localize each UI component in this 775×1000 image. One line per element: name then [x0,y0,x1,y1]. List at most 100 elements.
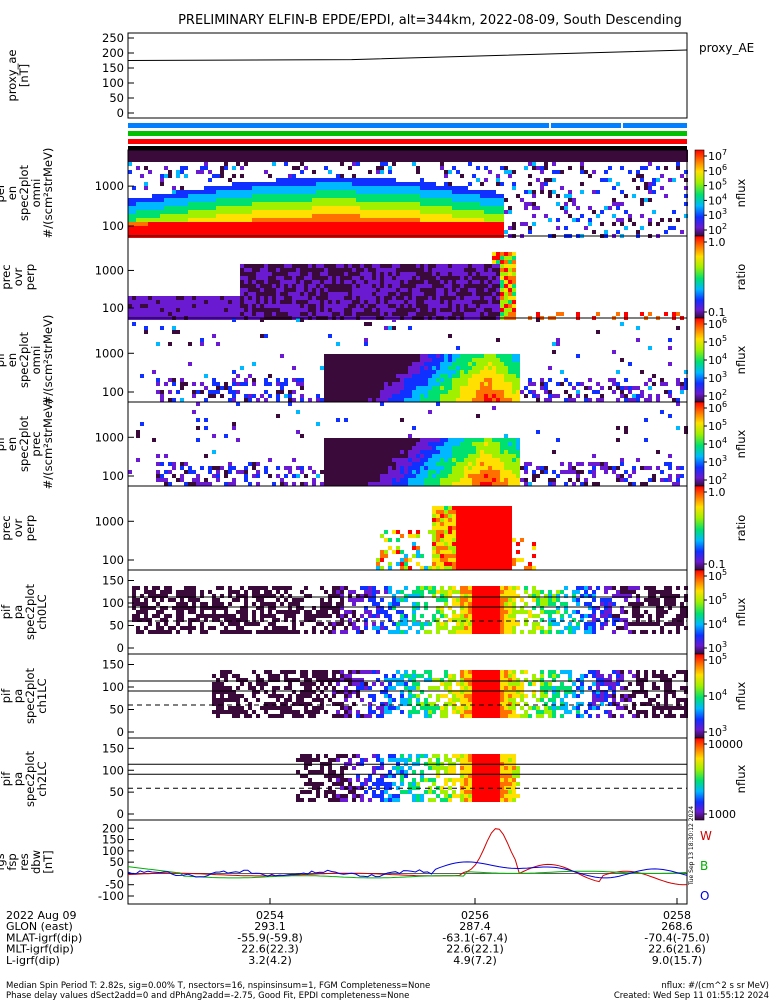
ytick-label-elb_pif_pa_spec2plot_ch2LC-2: 100 [102,763,124,777]
ylabel-line-prec_ovr_perp_2-1: ovr [11,518,25,537]
ylabel-line-elb_pif_en_spec2plot_prec-3: spec2plot [17,415,31,472]
heatmap-prec_ovr_perp_1 [128,252,684,320]
series-O [127,861,688,879]
xaxis-row-value-4-2: 9.0(15.7) [652,954,703,967]
footer-right1: nflux: #/(cm^2 s sr MeV) [661,981,769,991]
ytick-label-elb_pif_en_spec2plot_prec-1: 1000 [95,430,124,444]
xaxis-row-value-4-1: 4.9(7.2) [453,954,497,967]
xaxis-row-value-3-1: 22.6(22.1) [446,943,504,956]
xaxis-row-value-4-0: 3.2(4.2) [248,954,292,967]
colorbar-tick-label-elb_pif_en_spec2plot_prec-0: 102 [708,472,727,487]
colorbar-exp-elb_pif_pa_spec2plot_ch1LC-2: 5 [722,652,727,661]
xaxis-row-label-3: MLT-igrf(dip) [6,943,74,956]
colorbar-exp-elb_pif_pa_spec2plot_ch0LC-1: 4 [722,616,727,625]
colorbar-tick-label-elb_pif_en_spec2plot_omni-1: 103 [708,370,727,385]
footer-line1: Median Spin Period T: 2.82s, sig=0.00% T… [6,981,430,991]
ylabel-elb_pif_pa_spec2plot_ch0LC: elbpifpaspec2plotch0LC [0,583,49,640]
colorbar-label-prec_ovr_perp_1: ratio [734,264,748,291]
ytick-label-proxy_ae-1: 50 [109,91,124,105]
ytick-label-elb_pif_en_spec2plot_omni-1: 1000 [95,346,124,360]
footer-right2: Created: Wed Sep 11 01:55:12 2024 [614,991,769,1000]
ylabel-line-elb_pif_pa_spec2plot_ch0LC-2: pa [11,605,25,619]
legend-W: W [700,829,712,843]
colorbar-tick-label-prec_ovr_perp_2-0: 0.1 [708,558,726,571]
colorbar-tick-label-elb_per_en_spec2plot_omni-3: 105 [708,178,727,193]
colorbar-exp-elb_pif_en_spec2plot_prec-3: 5 [722,418,727,427]
ylabel-line-elb_pif_en_spec2plot_prec-2: en [5,437,19,451]
colorbar-label-elb_per_en_spec2plot_omni: nflux [734,178,748,207]
ylabel-line-elb_pif_pa_spec2plot_ch1LC-0: elb [0,687,1,705]
colorbar-label-prec_ovr_perp_2: ratio [734,515,748,542]
ylabel-line-elb_fgs_fsp_res_dbw-3: res [17,853,31,871]
heatmap-elb_per_en_spec2plot_omni [128,150,688,238]
colorbar-label-elb_pif_pa_spec2plot_ch0LC: nflux [734,597,748,626]
ylabel-line-elb_per_en_spec2plot_omni-2: en [5,186,19,200]
colorbars: 102103104105106107nflux0.11.0ratio102103… [694,148,748,821]
xaxis-row-value-0-0: 0254 [256,909,284,922]
ytick-label-elb_pif_pa_spec2plot_ch2LC-1: 50 [109,785,124,799]
ytick-label-elb_fgs_fsp_res_dbw-6: 200 [102,821,124,835]
colorbar-exp-elb_pif_en_spec2plot_prec-1: 3 [722,454,727,463]
ylabel-line-elb_pif_pa_spec2plot_ch2LC-0: elb [0,770,1,788]
xaxis-row-value-2-2: -70.4(-75.0) [644,931,710,944]
ylabel-line-elb_fgs_fsp_res_dbw-1: fgs [0,853,7,870]
colorbar-rect-elb_pif_en_spec2plot_omni [694,317,705,403]
heatmap-prec_ovr_perp_2 [376,506,536,570]
ylabel-line-elb_per_en_spec2plot_omni-4: omni [29,179,43,208]
colorbar-tick-label-prec_ovr_perp_1-1: 1.0 [708,236,726,249]
ytick-label-proxy_ae-2: 100 [102,76,124,90]
ylabel-line-elb_per_en_spec2plot_omni-3: spec2plot [17,164,31,221]
colorbar-exp-elb_pif_en_spec2plot_omni-1: 3 [722,370,727,379]
x-axis-table: 2022 Aug 09 0254 0256 0258 GLON (east) 293.1 2… [6,898,710,967]
colorbar-prec_ovr_perp_2: 0.1 1.0 ratio [694,485,748,571]
colorbar-tick-label-elb_per_en_spec2plot_omni-5: 107 [708,148,727,163]
xaxis-row-label-4: L-igrf(dip) [6,954,60,967]
colorbar-tick-label-elb_per_en_spec2plot_omni-4: 106 [708,163,727,178]
colorbar-rect-elb_pif_pa_spec2plot_ch1LC [694,653,705,739]
legend-B: B [700,859,708,873]
ytick-label-proxy_ae-5: 250 [102,31,124,45]
colorbar-exp-elb_pif_en_spec2plot_omni-0: 2 [722,388,727,397]
xaxis-row-value-1-2: 268.6 [661,920,693,933]
ytick-label-elb_pif_pa_spec2plot_ch0LC-0: 0 [117,641,124,655]
colorbar-exp-elb_pif_en_spec2plot_prec-0: 2 [722,472,727,481]
panel-elb_pif_en_spec2plot_prec: 100 1000 elbpifenspec2plotprec#/(scm²strMe… [0,399,688,490]
status-bar-black [128,146,687,150]
colorbar-tick-label-elb_pif_en_spec2plot_prec-3: 105 [708,418,727,433]
colorbar-tick-label-elb_per_en_spec2plot_omni-2: 104 [708,192,727,207]
colorbar-exp-elb_per_en_spec2plot_omni-2: 4 [722,192,727,201]
ylabel-line-elb_pif_pa_spec2plot_ch1LC-3: spec2plot [23,667,37,724]
xaxis-row-value-3-2: 22.6(21.6) [648,943,706,956]
colorbar-elb_pif_pa_spec2plot_ch1LC: 103 104 105 nflux [694,652,748,739]
ylabel-line-elb_pif_en_spec2plot_omni-2: en [5,353,19,367]
ylabel-line-elb_pif_en_spec2plot_prec-1: pif [0,436,7,451]
ylabel-line-prec_ovr_perp_1-0: prec [0,264,13,289]
ylabel-line-elb_pif_en_spec2plot_omni-3: spec2plot [17,331,31,388]
series-W [127,828,688,886]
ytick-label-elb_pif_pa_spec2plot_ch0LC-1: 50 [109,619,124,633]
status-bar-1 [128,131,687,136]
colorbar-exp-elb_per_en_spec2plot_omni-4: 6 [722,163,727,172]
ylabel-elb_pif_en_spec2plot_prec: elbpifenspec2plotprec#/(scm²strMeV) [0,399,55,490]
xaxis-row-value-2-1: -63.1(-67.4) [442,931,508,944]
series-B [127,866,688,879]
colorbar-tick-label-elb_pif_pa_spec2plot_ch0LC-1: 104 [708,616,727,631]
colorbar-rect-prec_ovr_perp_1 [694,235,705,319]
ytick-label-elb_pif_pa_spec2plot_ch0LC-2: 100 [102,596,124,610]
colorbar-elb_pif_en_spec2plot_prec: 102 103 104 105 106 nflux [694,400,748,487]
colorbar-exp-elb_pif_pa_spec2plot_ch0LC-3: 5 [722,568,727,577]
panels: 050100150200250proxy_ae[nT]proxy_AE10010… [0,31,754,905]
figure-title: PRELIMINARY ELFIN-B EPDE/EPDI, alt=344km… [178,13,682,28]
ytick-label-elb_fgs_fsp_res_dbw-1: -50 [105,878,124,892]
colorbar-exp-elb_per_en_spec2plot_omni-3: 5 [722,178,727,187]
ylabel-line-prec_ovr_perp_2-2: perp [23,515,37,541]
side-timestamp: Tue Sep 13 18:30:12 2024 [688,806,695,886]
ylabel-line-elb_pif_en_spec2plot_prec-5: #/(scm²strMeV) [41,399,55,490]
ytick-label-elb_fgs_fsp_res_dbw-2: 0 [117,866,124,880]
ylabel-line-proxy_ae-1: [nT] [17,64,31,87]
ylabel-line-elb_pif_pa_spec2plot_ch2LC-1: pif [0,771,13,786]
